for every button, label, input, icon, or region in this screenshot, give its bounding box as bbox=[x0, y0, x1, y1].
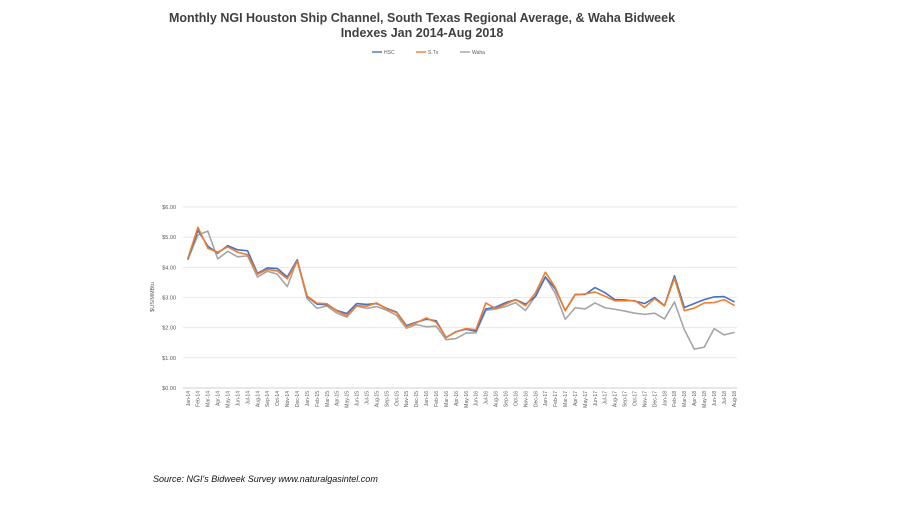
x-tick-label: Mar-15 bbox=[325, 391, 331, 407]
x-tick-label: Jan-14 bbox=[186, 391, 192, 407]
x-tick-label: Aug-15 bbox=[374, 391, 380, 407]
chart-title-line-2: Indexes Jan 2014-Aug 2018 bbox=[340, 26, 504, 40]
x-tick-label: Apr-15 bbox=[335, 391, 341, 406]
x-tick-label: Sep-15 bbox=[384, 391, 390, 407]
x-tick-label: May-16 bbox=[464, 391, 470, 408]
x-tick-label: Nov-14 bbox=[285, 391, 291, 407]
series-line-s-tx bbox=[187, 226, 735, 339]
x-tick-label: Aug-18 bbox=[732, 391, 738, 407]
x-tick-label: Mar-16 bbox=[444, 391, 450, 407]
x-tick-label: Jul-14 bbox=[245, 391, 251, 405]
x-tick-label: Jun-16 bbox=[474, 391, 480, 407]
x-tick-label: Apr-14 bbox=[216, 391, 222, 406]
x-tick-label: Feb-17 bbox=[553, 391, 559, 407]
x-tick-label: Jun-17 bbox=[593, 391, 599, 407]
x-tick-label: Jan-18 bbox=[662, 391, 668, 407]
x-tick-label: Aug-17 bbox=[613, 391, 619, 407]
x-axis-ticks: Jan-14 Feb-14 Mar-14 Apr-14 May-14 Jun-14 Jul-… bbox=[186, 391, 738, 408]
x-tick-label: Feb-18 bbox=[672, 391, 678, 407]
x-tick-label: Nov-16 bbox=[523, 391, 529, 407]
x-tick-label: Sep-16 bbox=[503, 391, 509, 407]
x-tick-label: Apr-16 bbox=[454, 391, 460, 406]
x-tick-label: Dec-15 bbox=[414, 391, 420, 407]
series-line-waha bbox=[187, 230, 735, 350]
y-tick-label: $4.00 bbox=[162, 265, 176, 271]
x-tick-label: Apr-18 bbox=[692, 391, 698, 406]
x-tick-label: Feb-16 bbox=[434, 391, 440, 407]
x-tick-label: Mar-17 bbox=[563, 391, 569, 407]
legend-label: Waha bbox=[472, 50, 485, 56]
y-tick-label: $5.00 bbox=[162, 235, 176, 241]
x-tick-label: Oct-15 bbox=[394, 391, 400, 406]
y-axis-ticks: $0.00 $1.00 $2.00 $3.00 $4.00 $5.00 $6.00 bbox=[162, 205, 176, 392]
x-tick-label: Jun-14 bbox=[235, 391, 241, 407]
x-tick-label: Jul-15 bbox=[364, 391, 370, 405]
y-tick-label: $3.00 bbox=[162, 296, 176, 302]
y-tick-label: $1.00 bbox=[162, 356, 176, 362]
x-tick-label: Feb-14 bbox=[196, 391, 202, 407]
y-tick-label: $0.00 bbox=[162, 386, 176, 392]
y-tick-label: $2.00 bbox=[162, 326, 176, 332]
x-tick-label: Sep-17 bbox=[623, 391, 629, 407]
x-tick-label: Sep-14 bbox=[265, 391, 271, 407]
x-tick-label: Jun-18 bbox=[712, 391, 718, 407]
chart-title: Monthly NGI Houston Ship Channel, South … bbox=[0, 11, 844, 41]
legend-label: S.Tx bbox=[428, 50, 439, 56]
x-tick-label: Oct-17 bbox=[633, 391, 639, 406]
x-tick-label: Nov-17 bbox=[642, 391, 648, 407]
x-tick-label: Dec-17 bbox=[652, 391, 658, 407]
x-tick-label: Dec-14 bbox=[295, 391, 301, 407]
series-line-hsc bbox=[187, 229, 735, 339]
x-tick-label: Jul-17 bbox=[603, 391, 609, 405]
x-tick-label: Jul-18 bbox=[722, 391, 728, 405]
y-axis-label: $US/MMBtu bbox=[150, 282, 156, 312]
legend: HSC S.Tx Waha bbox=[372, 50, 485, 56]
x-tick-label: Aug-16 bbox=[494, 391, 500, 407]
x-tick-label: Nov-15 bbox=[404, 391, 410, 407]
x-tick-label: Jan-16 bbox=[424, 391, 430, 407]
legend-label: HSC bbox=[384, 50, 395, 56]
x-tick-label: Jun-15 bbox=[355, 391, 361, 407]
x-tick-label: Jan-17 bbox=[543, 391, 549, 407]
x-tick-label: May-18 bbox=[702, 391, 708, 408]
x-tick-label: Jul-16 bbox=[484, 391, 490, 405]
x-tick-label: Mar-18 bbox=[682, 391, 688, 407]
x-tick-label: May-15 bbox=[345, 391, 351, 408]
x-tick-label: Oct-14 bbox=[275, 391, 281, 406]
series-lines bbox=[187, 226, 735, 350]
y-tick-label: $6.00 bbox=[162, 205, 176, 211]
x-tick-label: Dec-16 bbox=[533, 391, 539, 407]
gridlines bbox=[183, 206, 737, 389]
x-tick-label: Apr-17 bbox=[573, 391, 579, 406]
x-tick-label: Mar-14 bbox=[206, 391, 212, 407]
x-tick-label: May-17 bbox=[583, 391, 589, 408]
x-tick-label: Aug-14 bbox=[255, 391, 261, 407]
x-tick-label: Feb-15 bbox=[315, 391, 321, 407]
x-tick-label: May-14 bbox=[226, 391, 232, 408]
chart-title-line-1: Monthly NGI Houston Ship Channel, South … bbox=[168, 11, 676, 25]
source-note: Source: NGI's Bidweek Survey www.natural… bbox=[153, 474, 378, 484]
x-tick-label: Oct-16 bbox=[513, 391, 519, 406]
x-tick-label: Jan-15 bbox=[305, 391, 311, 407]
